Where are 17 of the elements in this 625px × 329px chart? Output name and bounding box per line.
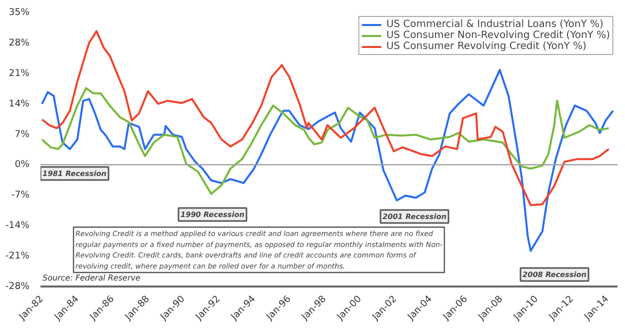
y-tick-label: 21% bbox=[8, 68, 30, 79]
legend-label: US Commercial & Industrial Loans (YonY %) bbox=[386, 19, 604, 30]
y-tick-label: 28% bbox=[8, 37, 30, 48]
legend-label: US Consumer Non-Revolving Credit (YonY %) bbox=[386, 30, 610, 41]
y-tick-label: -14% bbox=[5, 220, 30, 232]
annotation: Source: Federal Reserve bbox=[42, 274, 140, 282]
line-series bbox=[41, 68, 614, 252]
y-tick-label: 7% bbox=[14, 128, 30, 140]
y-tick-label: -28% bbox=[5, 281, 30, 292]
line-series bbox=[41, 87, 610, 195]
line-series bbox=[41, 30, 610, 206]
y-tick-label: 14% bbox=[8, 98, 30, 110]
y-tick-label: -7% bbox=[11, 190, 30, 201]
y-tick-label: 0% bbox=[14, 159, 30, 170]
legend-label: US Consumer Revolving Credit (YonY %) bbox=[386, 41, 586, 52]
y-tick-label: -21% bbox=[5, 250, 30, 262]
y-tick-label: 35% bbox=[8, 7, 30, 18]
